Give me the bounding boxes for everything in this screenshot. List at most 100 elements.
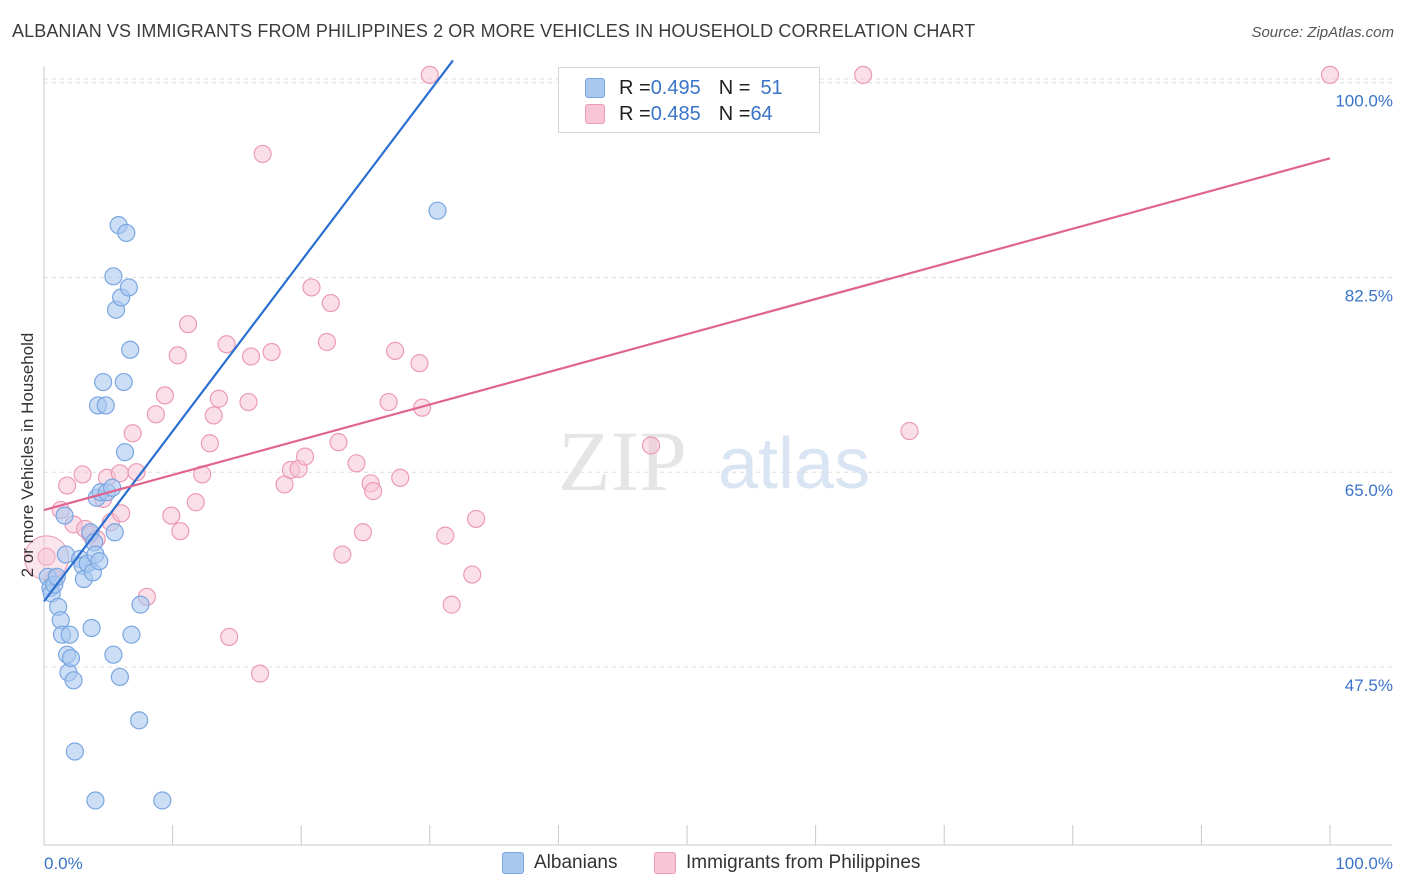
legend-row-philippines: R = 0.485 N = 64: [585, 102, 773, 126]
philippines-point: [171, 522, 190, 541]
philippines-point: [178, 315, 198, 334]
albanians-points: [38, 201, 447, 810]
philippines-point: [262, 342, 281, 362]
philippines-point: [900, 421, 919, 441]
philippines-point: [58, 476, 77, 495]
philippines-point: [321, 293, 340, 313]
philippines-point: [442, 595, 461, 614]
watermark: ZIP atlas: [558, 413, 870, 509]
philippines-point: [209, 389, 228, 408]
series-legend-philippines: Immigrants from Philippines: [654, 852, 920, 874]
legend-n-label: N =: [718, 76, 751, 99]
philippines-point: [353, 523, 373, 542]
legend-row-albanians: R = 0.495 N = 51: [585, 76, 783, 100]
philippines-point: [347, 454, 366, 473]
philippines-point: [302, 278, 321, 297]
philippines-point: [204, 406, 223, 425]
albanians-point: [114, 372, 133, 392]
albanians-point: [119, 278, 138, 297]
philippines-point: [127, 463, 146, 482]
albanians-point: [90, 552, 109, 571]
x-tick-label-0: 0.0%: [44, 854, 83, 873]
philippines-point: [420, 65, 439, 85]
philippines-point: [73, 465, 92, 484]
legend-r-value: 0.485: [650, 102, 701, 125]
chart-title: ALBANIAN VS IMMIGRANTS FROM PHILIPPINES …: [12, 21, 976, 41]
philippines-point: [1320, 65, 1340, 85]
philippines-point: [112, 504, 131, 523]
philippines-point: [329, 433, 348, 452]
philippines-point: [436, 526, 455, 545]
philippines-point: [317, 332, 337, 352]
albanians-point: [96, 396, 115, 415]
legend-r-label: R =: [619, 102, 651, 125]
albanians-point: [61, 648, 81, 668]
series-legend-albanians: Albanians: [502, 852, 617, 874]
albanians-legend-label: Albanians: [534, 852, 618, 873]
x-tick-label-100: 100.0%: [1335, 854, 1393, 873]
source-credit: Source: ZipAtlas.com: [1251, 24, 1394, 41]
watermark-atlas: atlas: [718, 424, 870, 504]
gridlines: [44, 78, 1392, 668]
philippines-legend-swatch: [654, 852, 676, 874]
series-legend: Albanians Immigrants from Philippines: [0, 852, 1406, 878]
philippines-point: [155, 386, 174, 405]
philippines-trend-line: [43, 157, 1331, 512]
albanians-point: [115, 443, 135, 462]
correlation-legend: R = 0.495 N = 51 R = 0.485 N = 64: [558, 67, 820, 133]
philippines-point: [250, 664, 270, 683]
albanians-point: [131, 595, 150, 614]
albanians-point: [130, 711, 149, 730]
philippines-point: [220, 627, 239, 646]
philippines-point: [379, 392, 398, 412]
watermark-zip: ZIP: [558, 413, 687, 509]
philippines-points: [24, 65, 1340, 683]
y-tick-labels: 47.5% 65.0% 82.5% 100.0%: [1335, 92, 1393, 695]
philippines-point: [385, 341, 405, 360]
legend-n-label: N =: [718, 102, 751, 125]
albanians-point: [104, 645, 123, 664]
philippines-point: [466, 509, 486, 529]
albanians-point: [94, 372, 113, 392]
albanians-point: [105, 523, 124, 542]
y-tick-label: 47.5%: [1345, 676, 1393, 695]
philippines-point: [641, 436, 661, 455]
philippines-point: [217, 335, 236, 354]
philippines-point: [253, 144, 272, 164]
albanians-point: [82, 618, 101, 638]
philippines-point: [463, 565, 482, 584]
philippines-point: [168, 346, 187, 365]
philippines-point: [410, 354, 429, 373]
y-tick-label: 65.0%: [1345, 481, 1393, 500]
albanians-point: [110, 667, 129, 687]
albanians-point: [65, 742, 84, 761]
legend-n-value: 51: [760, 76, 783, 99]
albanians-point: [64, 671, 83, 690]
philippines-point: [162, 506, 181, 525]
albanians-point: [104, 267, 123, 286]
philippines-point: [295, 447, 315, 466]
philippines-point: [239, 392, 258, 412]
philippines-point: [364, 482, 383, 501]
x-ticks: [43, 825, 1331, 845]
albanians-legend-swatch: [502, 852, 524, 874]
philippines-point: [146, 405, 165, 424]
y-tick-label: 82.5%: [1345, 286, 1393, 305]
philippines-point: [391, 468, 410, 487]
philippines-point: [200, 434, 219, 453]
albanians-point: [153, 791, 172, 810]
philippines-point: [123, 424, 142, 443]
albanians-point: [121, 340, 140, 359]
axes: [43, 66, 1392, 846]
legend-r-value: 0.495: [650, 76, 701, 99]
philippines-swatch: [585, 104, 605, 124]
y-axis-title: 2 or more Vehicles in Household: [18, 333, 37, 578]
legend-n-value: 64: [750, 102, 773, 125]
philippines-point: [186, 493, 205, 512]
philippines-point: [37, 547, 56, 566]
legend-r-label: R =: [619, 76, 651, 99]
trend-lines: [43, 59, 1331, 602]
philippines-point: [854, 65, 873, 85]
albanians-swatch: [585, 78, 605, 98]
